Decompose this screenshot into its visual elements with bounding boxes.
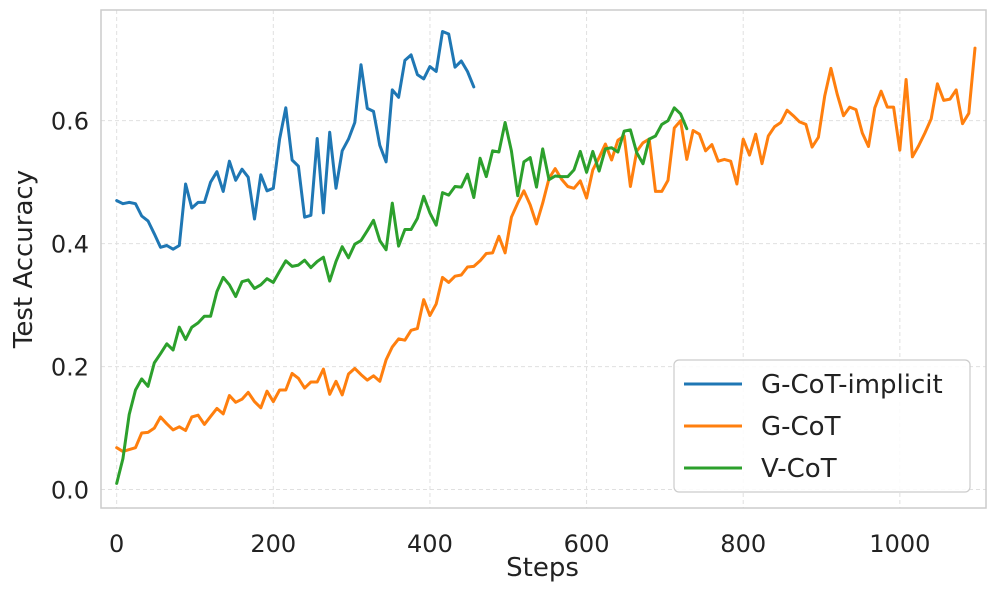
x-tick-label: 1000 bbox=[869, 530, 930, 558]
x-tick-labels: 0 200 400 600 800 1000 bbox=[109, 530, 930, 558]
x-tick-label: 800 bbox=[720, 530, 766, 558]
x-axis-title: Steps bbox=[506, 553, 579, 583]
plot-frame bbox=[100, 9, 987, 509]
legend-label: G-CoT bbox=[761, 412, 841, 442]
y-tick-labels: 0.0 0.2 0.4 0.6 bbox=[51, 108, 89, 505]
x-tick-label: 200 bbox=[250, 530, 296, 558]
series-line-g-cot bbox=[115, 46, 977, 453]
legend-label: G-CoT-implicit bbox=[761, 370, 943, 400]
y-axis-title: Test Accuracy bbox=[9, 170, 39, 349]
y-tick-label: 0.6 bbox=[51, 108, 89, 136]
series-lines bbox=[115, 30, 977, 485]
legend: G-CoT-implicit G-CoT V-CoT bbox=[673, 359, 971, 493]
x-tick-label: 600 bbox=[564, 530, 610, 558]
y-tick-label: 0.0 bbox=[51, 477, 89, 505]
x-tick-label: 0 bbox=[109, 530, 124, 558]
legend-box bbox=[673, 359, 971, 493]
legend-label: V-CoT bbox=[761, 454, 837, 484]
series-line-g-cot-implicit bbox=[115, 30, 476, 251]
series-line-v-cot bbox=[115, 106, 689, 485]
x-tick-label: 400 bbox=[407, 530, 453, 558]
y-tick-label: 0.4 bbox=[51, 231, 89, 259]
y-tick-label: 0.2 bbox=[51, 354, 89, 382]
